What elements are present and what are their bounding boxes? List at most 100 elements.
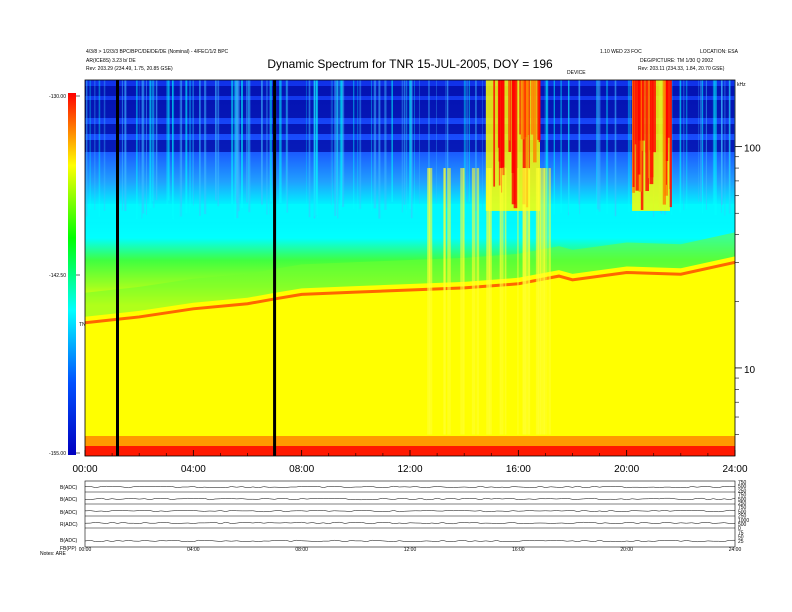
data-gap-line: [273, 80, 277, 456]
event-streak: [460, 168, 464, 435]
streak: [179, 80, 183, 217]
streak: [166, 80, 169, 206]
streak: [373, 80, 377, 209]
emission-ridge: [85, 260, 735, 325]
streak: [728, 80, 731, 214]
panel-right-value: 750: [738, 505, 747, 511]
streak: [89, 80, 91, 209]
streak: [359, 80, 362, 209]
streak: [172, 80, 173, 217]
event-streak: [522, 168, 526, 435]
streak: [342, 80, 345, 207]
colorbar-ticks: -130.00 -142.50 -155.00: [49, 94, 80, 457]
streak: [406, 80, 407, 210]
burst-streak: [500, 80, 505, 168]
event-streak: [443, 168, 446, 435]
streak: [237, 80, 240, 212]
streak: [315, 80, 318, 216]
colorbar-tick-label: -155.00: [49, 451, 66, 457]
streak: [409, 80, 412, 210]
header-top-right-line4: Rev: 203.11 (234.33, 1.84, 20.70 GSE): [638, 66, 725, 72]
panel-right-value: 25: [738, 539, 744, 545]
x-tick-label: 20:00: [614, 464, 639, 475]
event-streak: [500, 168, 504, 435]
streak: [149, 80, 152, 209]
streak: [436, 80, 437, 204]
streak: [172, 80, 175, 220]
streak: [596, 80, 598, 216]
streak: [236, 80, 239, 219]
y-axis-right: 10 100: [735, 144, 761, 435]
panel-label: B(ADC): [60, 485, 78, 491]
panel-label: B(ADC): [60, 538, 78, 544]
burst-streak: [525, 80, 529, 208]
header-mid-label: DEVICE: [567, 70, 586, 76]
x-tick-label: 16:00: [506, 464, 531, 475]
y-tick-label: 10: [744, 365, 756, 376]
burst-streak: [537, 80, 541, 140]
streak: [285, 80, 287, 212]
event-streak: [525, 168, 527, 435]
streak: [414, 80, 415, 212]
streak: [721, 80, 722, 213]
streak: [247, 80, 250, 207]
burst-streak: [649, 80, 654, 185]
data-gap-line: [116, 80, 119, 456]
right-unit-label: kHz: [737, 82, 746, 88]
burst-streak: [662, 80, 666, 205]
panel-label: R(ADC): [60, 522, 78, 528]
panel-trace: [84, 509, 736, 513]
streak: [596, 80, 600, 210]
streak: [261, 80, 263, 205]
streak: [340, 80, 343, 206]
streak: [279, 80, 282, 203]
streak: [330, 80, 332, 206]
event-streak: [428, 168, 433, 435]
panel-right-value: 250: [738, 488, 747, 494]
streak: [384, 80, 387, 210]
panel-right-value: 750: [738, 480, 747, 486]
x-tick-label: 24:00: [722, 464, 747, 475]
burst-streak: [522, 80, 526, 205]
streak: [334, 80, 337, 216]
header-top-right-line2: LOCATION: ESA: [700, 49, 739, 55]
streak: [544, 80, 546, 203]
streak: [579, 80, 581, 215]
streak: [94, 80, 96, 211]
burst-streak: [519, 80, 521, 135]
streak: [316, 80, 319, 218]
streak: [234, 80, 237, 219]
burst-streak: [493, 80, 496, 187]
streak: [466, 80, 469, 202]
streak: [410, 80, 413, 219]
panel-trace: [84, 521, 736, 525]
burst-streak: [641, 80, 645, 141]
panel-bottom-tick: 20:00: [620, 547, 633, 553]
streak: [568, 80, 570, 213]
header-top-left-line1: 4/3/8 > 1/2/3/3 BPC/BPC/DE/DE/DE (Nomina…: [86, 49, 229, 55]
streak: [553, 80, 555, 215]
streak: [180, 80, 182, 207]
event-streak: [527, 168, 530, 435]
streak: [246, 80, 248, 203]
x-axis: 00:00 04:00 08:00 12:00 16:00 20:00 24:00: [72, 450, 748, 475]
streak: [152, 80, 154, 202]
x-tick-label: 00:00: [72, 464, 97, 475]
event-streak: [447, 168, 451, 435]
streak: [124, 80, 127, 212]
streak: [702, 80, 704, 214]
streak: [98, 80, 101, 217]
streak: [199, 80, 201, 216]
streak: [204, 80, 207, 215]
streak: [728, 80, 731, 212]
panel-label: FB(PP): [60, 546, 77, 552]
colorbar-label: TNR: [79, 322, 90, 328]
streak: [135, 80, 138, 220]
event-streak: [539, 168, 541, 435]
housekeeping-panels: B(ADC)B(ADC)B(ADC)R(ADC)B(ADC)FB(PP)7505…: [60, 480, 749, 553]
streak: [337, 80, 339, 219]
streak: [193, 80, 194, 206]
panel-right-value: 1000: [738, 518, 749, 524]
streak: [241, 80, 243, 208]
